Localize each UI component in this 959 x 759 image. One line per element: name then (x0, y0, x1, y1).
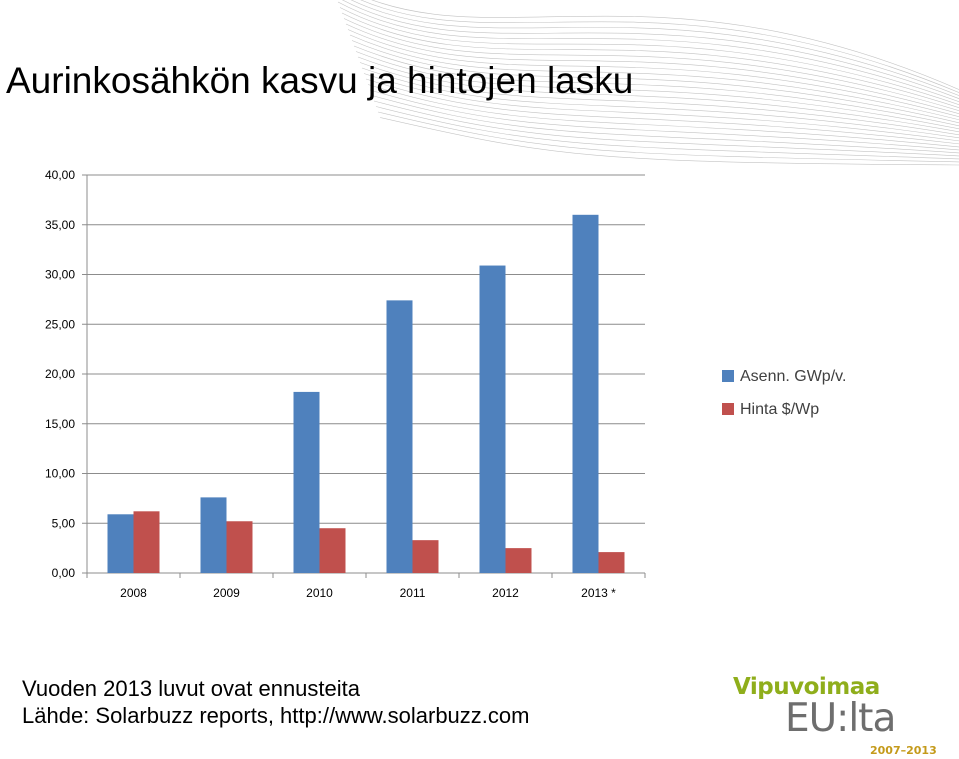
bar-2013-asenn (572, 214, 599, 574)
wave-line (379, 117, 959, 166)
wave-line (353, 45, 959, 127)
bar-2010-hinta (319, 528, 346, 573)
bar-2010-asenn (293, 391, 320, 573)
bar-2008-hinta (133, 511, 160, 573)
bar-2013-hinta (598, 552, 625, 573)
y-tick-label: 20,00 (45, 367, 75, 381)
bar-2012-asenn (479, 265, 506, 573)
wave-line (355, 51, 959, 130)
wave-line (375, 106, 959, 160)
bar-2012-hinta (505, 548, 532, 573)
y-tick-label: 40,00 (45, 168, 75, 182)
y-tick-label: 0,00 (52, 566, 76, 580)
y-tick-label: 15,00 (45, 417, 75, 431)
wave-line (377, 111, 959, 163)
y-tick-label: 25,00 (45, 317, 75, 331)
wave-line (371, 95, 959, 154)
bar-2011-hinta (412, 540, 439, 573)
wave-line (367, 84, 959, 148)
y-tick-label: 35,00 (45, 218, 75, 232)
bar-2011-asenn (386, 300, 413, 573)
wave-line (357, 56, 959, 133)
wave-line (347, 29, 959, 118)
wave-line (349, 34, 959, 121)
x-tick-label: 2013 * (581, 586, 616, 600)
wave-line (350, 0, 959, 96)
x-tick-label: 2011 (400, 586, 426, 600)
wave-line (365, 78, 959, 145)
wave-line (360, 0, 959, 93)
footnote: Vuoden 2013 luvut ovat ennusteita Lähde:… (22, 675, 529, 729)
forecast-note: Vuoden 2013 luvut ovat ennusteita (22, 676, 361, 701)
legend-label: Hinta $/Wp (740, 401, 819, 418)
wave-line (369, 89, 959, 151)
wave-line (343, 18, 959, 112)
bar-2009-asenn (200, 497, 227, 573)
wave-line (351, 40, 959, 124)
x-tick-label: 2012 (492, 586, 519, 600)
source-note: Lähde: Solarbuzz reports, http://www.sol… (22, 703, 530, 728)
x-tick-label: 2008 (120, 586, 147, 600)
x-tick-label: 2009 (213, 586, 240, 600)
wave-line (373, 100, 959, 157)
wave-line (371, 0, 959, 90)
wave-line (339, 7, 959, 105)
y-tick-label: 5,00 (52, 516, 76, 530)
legend-swatch (722, 403, 734, 415)
bar-chart: 0,00 5,00 10,00 15,00 20,00 25,00 30,00 35,00 40… (45, 168, 846, 600)
bar-2009-hinta (226, 521, 253, 573)
wave-line (342, 0, 959, 99)
wave-line (337, 1, 959, 102)
logo-years: 2007–2013 (870, 744, 937, 757)
logo-text-eulta: EU:lta (785, 696, 896, 741)
y-tick-label: 10,00 (45, 467, 75, 481)
y-tick-label: 30,00 (45, 268, 75, 282)
wave-line (345, 23, 959, 115)
x-tick-label: 2010 (306, 586, 333, 600)
wave-line (361, 67, 959, 139)
wave-line (341, 12, 959, 108)
bar-2008-asenn (107, 514, 134, 573)
wave-line (359, 62, 959, 136)
logo-text-vipuvoimaa: Vipuvoimaa (733, 674, 880, 700)
slide-title: Aurinkosähkön kasvu ja hintojen lasku (6, 60, 634, 101)
eu-logo: Vipuvoimaa EU:lta 2007–2013 (733, 674, 937, 758)
legend-swatch (722, 370, 734, 382)
wave-line (363, 73, 959, 142)
legend-label: Asenn. GWp/v. (740, 368, 846, 385)
